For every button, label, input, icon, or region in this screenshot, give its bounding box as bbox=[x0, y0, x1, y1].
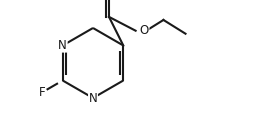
Text: N: N bbox=[89, 91, 97, 104]
Text: F: F bbox=[39, 86, 45, 99]
Text: N: N bbox=[58, 39, 67, 52]
Text: O: O bbox=[140, 24, 149, 37]
